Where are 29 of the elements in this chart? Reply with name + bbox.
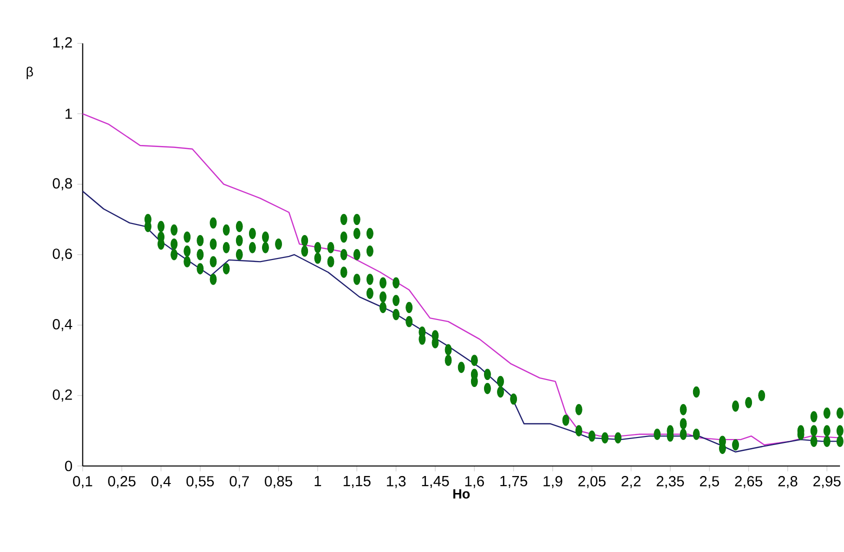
- x-tick-label: 2,8: [778, 476, 798, 488]
- x-tick-label: 2,05: [578, 476, 606, 488]
- x-tick-label: 1,3: [386, 476, 406, 488]
- y-tick-label: 0,6: [52, 248, 72, 261]
- x-axis-title: Ho: [453, 489, 470, 499]
- y-tick-label: 0,8: [52, 178, 72, 190]
- x-tick-label: 2,35: [656, 476, 684, 488]
- x-tick-label: 0,7: [230, 476, 249, 488]
- x-tick-label: 0,25: [108, 476, 136, 488]
- x-tick-label: 1,9: [544, 476, 562, 488]
- x-tick-label: 1,75: [500, 476, 528, 488]
- x-tick-label: 0,85: [264, 476, 292, 488]
- x-tick-label: 2,5: [700, 476, 719, 488]
- x-tick-label: 1,45: [422, 476, 449, 488]
- y-tick-label: 1: [66, 108, 72, 119]
- x-tick-label: 1: [314, 476, 322, 486]
- x-tick-label: 0,1: [73, 476, 92, 488]
- x-tick-label: 2,2: [622, 476, 641, 488]
- y-tick-label: 1,2: [53, 37, 72, 50]
- x-tick-label: 0,4: [151, 476, 171, 488]
- y-axis-title: β: [26, 66, 33, 80]
- x-tick-label: 1,6: [465, 476, 484, 488]
- x-tick-label: 1,15: [344, 476, 371, 488]
- x-tick-label: 0,55: [186, 476, 214, 488]
- y-tick-label: 0,2: [52, 390, 72, 402]
- y-tick-label: 0,4: [52, 319, 72, 332]
- y-tick-label: 0: [65, 460, 72, 472]
- x-tick-label: 2,95: [813, 476, 841, 488]
- x-tick-label: 2,65: [735, 476, 762, 488]
